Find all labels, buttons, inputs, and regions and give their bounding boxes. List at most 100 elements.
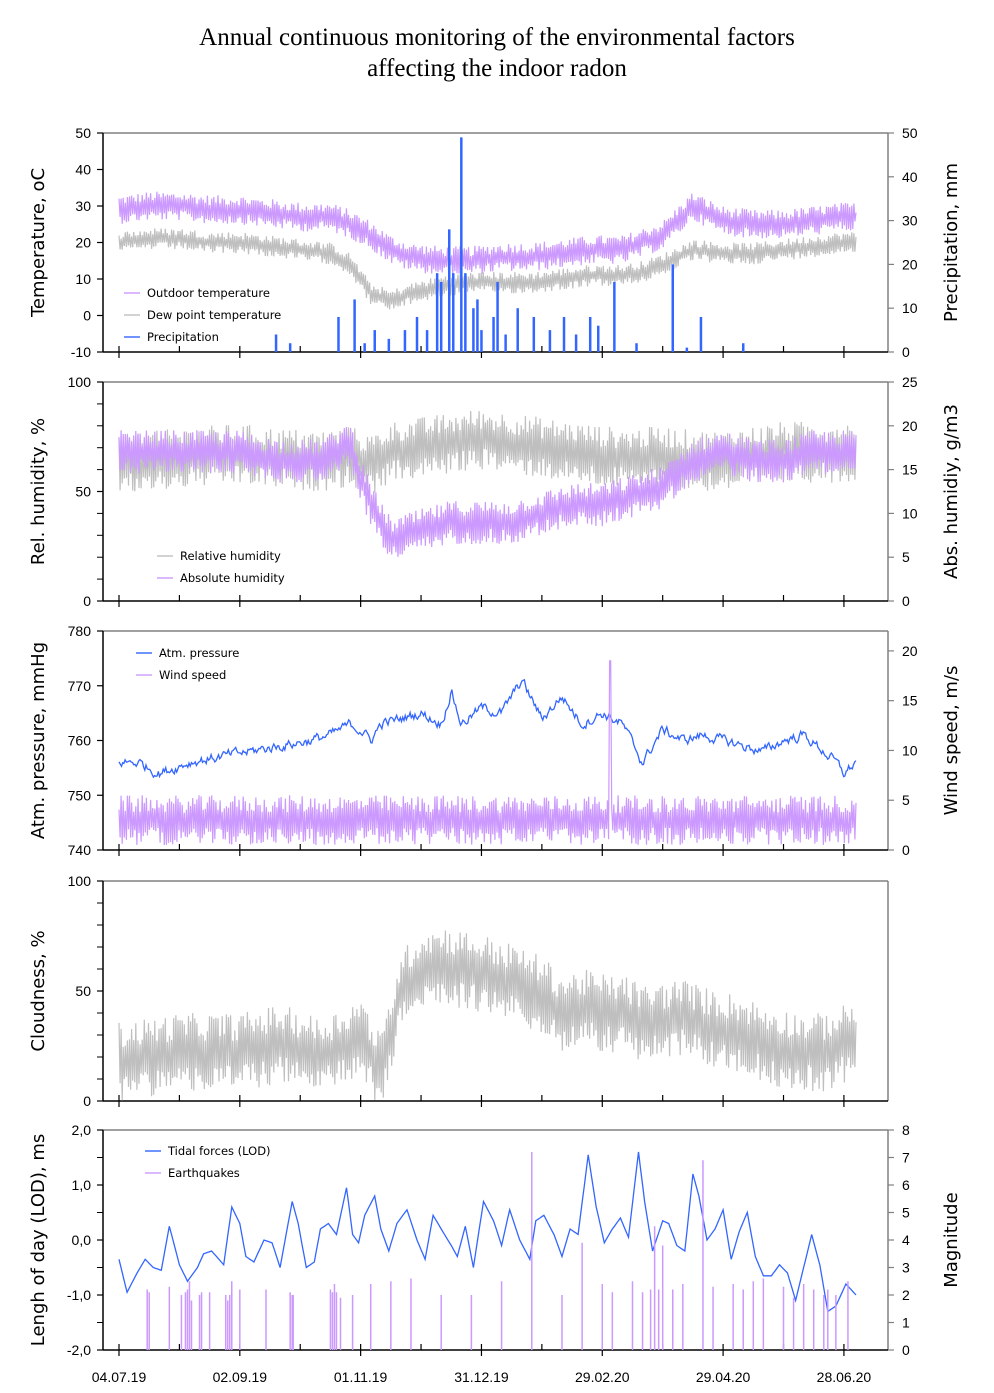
- y2-tick-label: 10: [902, 300, 918, 316]
- panel-pressure-wind: 780 770 760 750 740 Atm. pressure, mmHg 20 15 10…: [28, 623, 962, 858]
- panel-cloudness: 100 50 0 Cloudness, %: [28, 873, 889, 1109]
- y-axis-title: Cloudness, %: [28, 930, 49, 1051]
- bar-mark: [613, 281, 616, 352]
- bar-mark: [641, 1292, 644, 1350]
- y-tick-label: 50: [75, 125, 91, 141]
- series-outdoor-temperature: [118, 191, 857, 276]
- bar-mark: [460, 137, 463, 352]
- y-tick-label: 740: [68, 842, 92, 858]
- bar-mark: [363, 343, 366, 352]
- bar-mark: [464, 273, 467, 352]
- bar-mark: [827, 1289, 829, 1350]
- series-line: [118, 191, 857, 276]
- x-tick-label: 28.06.20: [817, 1369, 872, 1385]
- y-tick-label: 2,0: [72, 1122, 92, 1138]
- bar-mark: [186, 1289, 189, 1350]
- series-atm-pressure: [118, 678, 857, 779]
- y-tick-label: 100: [68, 873, 92, 889]
- y-tick-label: 770: [68, 678, 92, 694]
- bar-mark: [439, 281, 443, 352]
- bar-mark: [661, 1245, 664, 1350]
- series-dew-point-temperature: [118, 228, 857, 310]
- series-line: [118, 1151, 857, 1313]
- bar-mark: [226, 1300, 229, 1350]
- y2-tick-label: 0: [902, 593, 910, 609]
- bar-mark: [561, 1295, 563, 1350]
- bar-mark: [390, 1281, 392, 1350]
- y2-tick-label: 0: [902, 842, 910, 858]
- bar-mark: [168, 1286, 171, 1350]
- bar-mark: [289, 1292, 291, 1350]
- bar-mark: [470, 1295, 473, 1350]
- y2-tick-label: 10: [902, 742, 918, 758]
- bar-mark: [685, 347, 689, 352]
- bar-mark: [231, 1281, 233, 1350]
- y-tick-label: 10: [75, 271, 91, 287]
- bar-mark: [496, 281, 499, 352]
- bar-mark: [548, 330, 552, 352]
- bar-mark: [712, 1286, 714, 1350]
- panel-lod-earthquakes: 2,0 1,0 0,0 -1,0 -2,0 Lengh of day (LOD), ms 8…: [28, 1122, 962, 1385]
- legend: Relative humidity Absolute humidity: [157, 549, 285, 585]
- y2-tick-label: 0: [902, 344, 910, 360]
- bar-mark: [823, 1295, 825, 1350]
- bar-mark: [742, 1289, 744, 1350]
- y-tick-label: 40: [75, 162, 91, 178]
- bar-mark: [631, 1281, 634, 1350]
- y2-tick-label: 10: [902, 505, 918, 521]
- x-tick-label: 29.04.20: [696, 1369, 751, 1385]
- bar-mark: [601, 1284, 604, 1350]
- legend-label: Outdoor temperature: [147, 286, 270, 300]
- series-line: [118, 678, 857, 779]
- series-absolute-humidity: [118, 426, 857, 557]
- bar-mark: [331, 1292, 334, 1350]
- bar-mark: [762, 1278, 765, 1350]
- bar-mark: [480, 330, 483, 352]
- bar-mark: [500, 1281, 503, 1350]
- bar-mark: [635, 343, 638, 352]
- series-line: [118, 426, 857, 557]
- bar-mark: [671, 264, 675, 352]
- y-tick-label: 100: [68, 374, 92, 390]
- bar-mark: [532, 316, 536, 352]
- bar-mark: [653, 1226, 656, 1350]
- bar-mark: [425, 330, 429, 352]
- y-tick-label: 50: [75, 983, 91, 999]
- bar-mark: [672, 1289, 674, 1350]
- x-tick-label: 04.07.19: [92, 1369, 147, 1385]
- y2-tick-label: 6: [902, 1177, 910, 1193]
- bar-mark: [732, 1284, 734, 1350]
- bar-mark: [335, 1292, 338, 1350]
- x-tick-label: 01.11.19: [334, 1369, 388, 1385]
- bar-mark: [410, 1278, 412, 1350]
- bar-mark: [562, 316, 566, 352]
- chart-title-line-2: affecting the indoor radon: [367, 55, 627, 82]
- series-tidal-forces-lod-: [118, 1151, 857, 1313]
- y-tick-label: 780: [68, 623, 92, 639]
- bar-mark: [435, 273, 439, 352]
- bar-mark: [516, 308, 519, 352]
- y-axis-title: Atm. pressure, mmHg: [28, 642, 49, 839]
- bar-mark: [597, 325, 600, 352]
- bar-mark: [531, 1152, 533, 1350]
- panel-temperature: 50 40 30 20 10 0 -10 Temperature, oC 50 40 30 20 10 0…: [28, 125, 962, 360]
- bar-mark: [180, 1295, 183, 1350]
- bar-mark: [184, 1292, 187, 1350]
- bar-mark: [741, 343, 745, 352]
- bar-mark: [292, 1295, 294, 1350]
- y-axis-title: Rel. humidity, %: [28, 418, 49, 565]
- y-tick-label: -2,0: [67, 1342, 91, 1358]
- series-line: [118, 660, 857, 846]
- y-tick-label: 0: [83, 308, 91, 324]
- legend: Atm. pressure Wind speed: [136, 646, 239, 682]
- bar-mark: [472, 308, 475, 352]
- bar-mark: [476, 299, 479, 352]
- y-tick-label: 30: [75, 198, 91, 214]
- y2-tick-label: 5: [902, 1205, 910, 1221]
- chart-title: Annual continuous monitoring of the envi…: [0, 22, 994, 84]
- bar-mark: [415, 316, 419, 352]
- y-tick-label: -1,0: [67, 1287, 91, 1303]
- y2-tick-label: 5: [902, 549, 910, 565]
- y2-tick-label: 1: [902, 1315, 910, 1331]
